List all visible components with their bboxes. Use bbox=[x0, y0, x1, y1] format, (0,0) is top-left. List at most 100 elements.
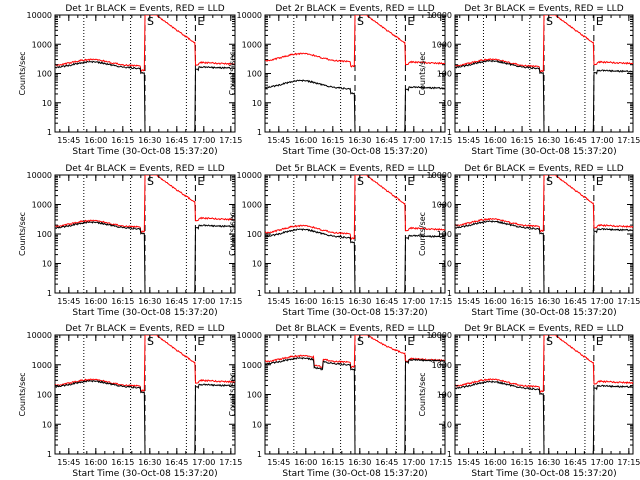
x-tick-label: 17:15 bbox=[617, 297, 640, 306]
y-tick-label: 1000 bbox=[242, 201, 262, 210]
x-tick-label: 15:45 bbox=[57, 297, 80, 306]
series-events-line bbox=[455, 59, 633, 132]
y-tick-label: 100 bbox=[37, 230, 52, 239]
y-tick-label: 10 bbox=[252, 260, 262, 269]
x-tick-label: 16:30 bbox=[138, 297, 161, 306]
x-tick-label: 16:00 bbox=[294, 297, 317, 306]
x-tick-label: 16:15 bbox=[321, 297, 344, 306]
x-tick-label: 17:15 bbox=[219, 458, 242, 467]
y-axis-label: Counts/sec bbox=[228, 212, 237, 256]
y-tick-label: 1 bbox=[447, 450, 452, 459]
y-axis-label: Counts/sec bbox=[418, 212, 427, 256]
series-events-line bbox=[55, 221, 235, 293]
x-tick-label: 16:00 bbox=[84, 458, 107, 467]
y-tick-label: 1 bbox=[447, 289, 452, 298]
x-axis-label: Start Time (30-Oct-08 15:37:20) bbox=[72, 147, 217, 157]
series-lld-line bbox=[55, 15, 235, 72]
x-axis-label: Start Time (30-Oct-08 15:37:20) bbox=[282, 469, 427, 479]
panel-title: Det 9r BLACK = Events, RED = LLD bbox=[464, 324, 623, 334]
series-events-line bbox=[55, 60, 235, 132]
x-tick-label: 16:30 bbox=[348, 136, 371, 145]
y-tick-label: 100 bbox=[37, 70, 52, 79]
x-tick-label: 17:00 bbox=[192, 458, 215, 467]
x-tick-label: 15:45 bbox=[57, 458, 80, 467]
y-tick-label: 1000 bbox=[242, 40, 262, 49]
x-tick-label: 16:45 bbox=[375, 458, 398, 467]
y-axis-label: Counts/sec bbox=[228, 372, 237, 416]
marker-label-s: S bbox=[357, 15, 364, 28]
x-tick-label: 17:15 bbox=[617, 136, 640, 145]
x-tick-label: 17:00 bbox=[591, 136, 614, 145]
x-tick-label: 17:00 bbox=[402, 297, 425, 306]
series-events-line bbox=[265, 228, 445, 293]
x-tick-label: 16:45 bbox=[165, 136, 188, 145]
x-tick-label: 15:45 bbox=[57, 136, 80, 145]
marker-label-e: E bbox=[197, 175, 204, 188]
marker-label-e: E bbox=[407, 15, 414, 28]
y-tick-label: 10 bbox=[252, 99, 262, 108]
y-tick-label: 10000 bbox=[427, 171, 452, 180]
y-tick-label: 1 bbox=[47, 450, 52, 459]
plot-area bbox=[55, 175, 235, 293]
panel-title: Det 3r BLACK = Events, RED = LLD bbox=[464, 4, 623, 14]
y-tick-label: 10 bbox=[252, 420, 262, 429]
x-tick-label: 16:30 bbox=[138, 458, 161, 467]
marker-label-e: E bbox=[407, 335, 414, 348]
series-lld-line bbox=[455, 15, 633, 73]
marker-label-e: E bbox=[197, 335, 204, 348]
x-tick-label: 15:45 bbox=[267, 458, 290, 467]
x-tick-label: 17:15 bbox=[219, 297, 242, 306]
panel-title: Det 5r BLACK = Events, RED = LLD bbox=[275, 164, 434, 174]
x-tick-label: 16:00 bbox=[484, 297, 507, 306]
series-lld-line bbox=[55, 335, 235, 393]
y-tick-label: 10 bbox=[42, 420, 52, 429]
x-tick-label: 16:30 bbox=[537, 458, 560, 467]
x-tick-label: 17:00 bbox=[192, 297, 215, 306]
series-lld-line bbox=[265, 15, 445, 68]
x-tick-label: 17:15 bbox=[429, 136, 452, 145]
y-tick-label: 100 bbox=[437, 70, 452, 79]
x-tick-label: 17:00 bbox=[192, 136, 215, 145]
x-tick-label: 16:45 bbox=[165, 297, 188, 306]
x-tick-label: 16:45 bbox=[564, 136, 587, 145]
x-tick-label: 16:30 bbox=[138, 136, 161, 145]
series-lld-line bbox=[265, 335, 445, 369]
series-lld-line bbox=[265, 175, 445, 240]
y-tick-label: 1000 bbox=[432, 361, 452, 370]
y-tick-label: 1000 bbox=[32, 201, 52, 210]
x-tick-label: 15:45 bbox=[267, 136, 290, 145]
marker-label-s: S bbox=[357, 335, 364, 348]
y-tick-label: 10 bbox=[442, 420, 452, 429]
x-tick-label: 16:15 bbox=[321, 458, 344, 467]
y-tick-label: 100 bbox=[247, 230, 262, 239]
x-tick-label: 16:15 bbox=[511, 458, 534, 467]
y-tick-label: 1 bbox=[47, 128, 52, 137]
x-tick-label: 17:15 bbox=[429, 297, 452, 306]
y-tick-label: 10000 bbox=[427, 331, 452, 340]
x-tick-label: 16:15 bbox=[511, 297, 534, 306]
x-tick-label: 16:15 bbox=[511, 136, 534, 145]
series-lld-line bbox=[455, 335, 633, 393]
x-tick-label: 16:00 bbox=[484, 458, 507, 467]
x-tick-label: 16:15 bbox=[111, 136, 134, 145]
y-tick-label: 1 bbox=[47, 289, 52, 298]
series-lld-line bbox=[55, 175, 235, 234]
x-tick-label: 15:45 bbox=[457, 458, 480, 467]
y-tick-label: 1000 bbox=[432, 201, 452, 210]
y-tick-label: 10000 bbox=[27, 11, 52, 20]
x-axis-label: Start Time (30-Oct-08 15:37:20) bbox=[72, 308, 217, 318]
x-tick-label: 16:45 bbox=[564, 458, 587, 467]
x-tick-label: 17:00 bbox=[402, 136, 425, 145]
x-tick-label: 16:00 bbox=[294, 136, 317, 145]
marker-label-s: S bbox=[546, 335, 553, 348]
plot-area bbox=[455, 335, 633, 454]
panel-title: Det 7r BLACK = Events, RED = LLD bbox=[65, 324, 224, 334]
marker-label-e: E bbox=[596, 175, 603, 188]
series-events-line bbox=[455, 220, 633, 293]
y-tick-label: 10 bbox=[442, 99, 452, 108]
x-tick-label: 16:30 bbox=[537, 136, 560, 145]
